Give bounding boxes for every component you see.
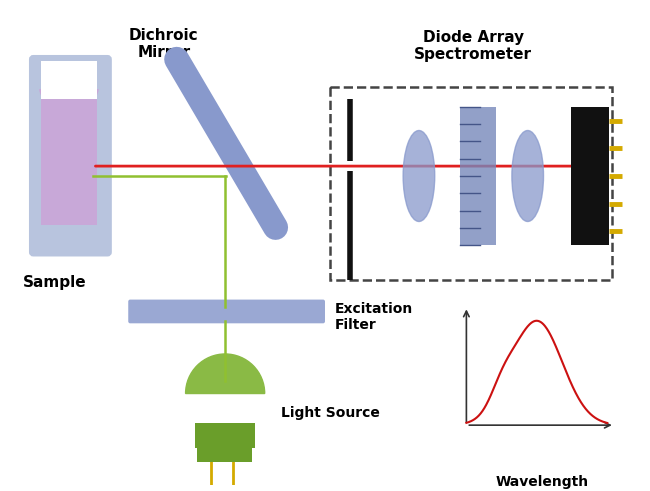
Bar [571, 107, 609, 245]
Bar [41, 61, 97, 99]
Text: Sample: Sample [23, 275, 87, 290]
Text: Excitation
Filter: Excitation Filter [335, 301, 413, 332]
Bar [460, 107, 496, 245]
Bar [198, 448, 252, 462]
Text: Light Source: Light Source [281, 406, 380, 420]
Bar [41, 67, 97, 225]
Bar [196, 423, 255, 448]
FancyBboxPatch shape [128, 300, 325, 323]
Text: Dichroic
Mirror: Dichroic Mirror [129, 27, 199, 60]
Text: Wavelength: Wavelength [496, 475, 589, 489]
Text: Diode Array
Spectrometer: Diode Array Spectrometer [414, 29, 532, 62]
Wedge shape [186, 354, 265, 393]
Ellipse shape [512, 131, 543, 221]
FancyBboxPatch shape [31, 56, 110, 255]
Bar [330, 87, 612, 280]
Ellipse shape [403, 131, 435, 221]
